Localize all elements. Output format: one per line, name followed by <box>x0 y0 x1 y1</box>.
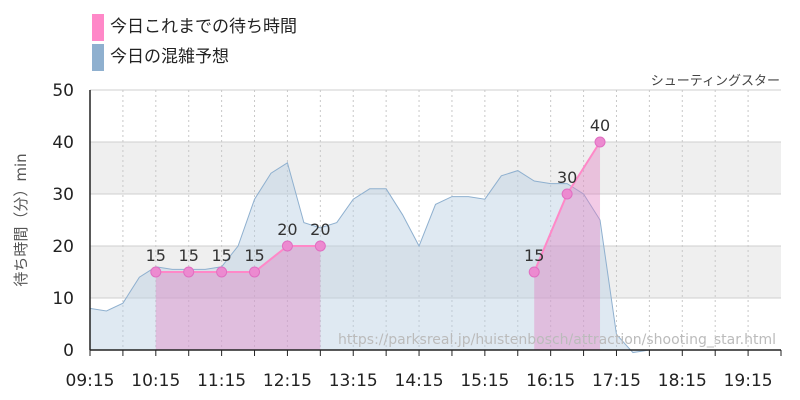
waittime-point <box>216 266 228 278</box>
forecast-area <box>90 162 781 353</box>
x-tick-label: 16:15 <box>526 371 575 391</box>
waittime-value-label: 30 <box>557 168 577 187</box>
waittime-point <box>314 240 326 252</box>
x-tick-label: 13:15 <box>329 371 378 391</box>
x-tick-label: 10:15 <box>131 371 180 391</box>
waittime-value-label: 20 <box>277 220 297 239</box>
x-tick-label: 09:15 <box>66 371 115 391</box>
legend-item-forecast[interactable]: 今日の混雑予想 <box>92 44 297 71</box>
source-url: https://parksreal.jp/huistenbosch/attrac… <box>338 332 776 348</box>
legend-swatch-forecast <box>92 44 104 71</box>
legend: 今日これまでの待ち時間 今日の混雑予想 <box>92 14 297 74</box>
waittime-point <box>281 240 293 252</box>
x-tick-label: 14:15 <box>395 371 444 391</box>
waittime-value-label: 20 <box>310 220 330 239</box>
waittime-point <box>249 266 261 278</box>
x-tick-label: 18:15 <box>658 371 707 391</box>
x-tick-label: 11:15 <box>197 371 246 391</box>
waittime-value-label: 15 <box>179 246 199 265</box>
legend-label-waittime: 今日これまでの待ち時間 <box>110 17 297 37</box>
waittime-area <box>534 142 601 350</box>
y-tick-label: 40 <box>52 133 74 153</box>
y-tick-label: 20 <box>52 237 74 257</box>
waittime-value-label: 15 <box>146 246 166 265</box>
x-tick-label: 19:15 <box>724 371 773 391</box>
waittime-value-label: 15 <box>244 246 264 265</box>
y-tick-label: 10 <box>52 289 74 309</box>
waittime-point <box>594 136 606 148</box>
legend-swatch-waittime <box>92 14 104 41</box>
waittime-point <box>561 188 573 200</box>
waittime-value-label: 15 <box>211 246 231 265</box>
y-tick-label: 50 <box>52 81 74 101</box>
y-tick-label: 0 <box>63 341 74 361</box>
x-tick-label: 17:15 <box>592 371 641 391</box>
chart-title: シューティングスター <box>650 74 780 89</box>
waittime-point <box>183 266 195 278</box>
waittime-point <box>528 266 540 278</box>
x-tick-label: 12:15 <box>263 371 312 391</box>
legend-item-waittime[interactable]: 今日これまでの待ち時間 <box>92 14 297 41</box>
waittime-value-label: 15 <box>524 246 544 265</box>
legend-label-forecast: 今日の混雑予想 <box>110 47 229 67</box>
waittime-value-label: 40 <box>590 116 610 135</box>
grid-band <box>90 142 781 194</box>
waittime-point <box>150 266 162 278</box>
x-tick-label: 15:15 <box>460 371 509 391</box>
y-axis-label: 待ち時間（分）min <box>12 153 30 286</box>
y-tick-label: 30 <box>52 185 74 205</box>
